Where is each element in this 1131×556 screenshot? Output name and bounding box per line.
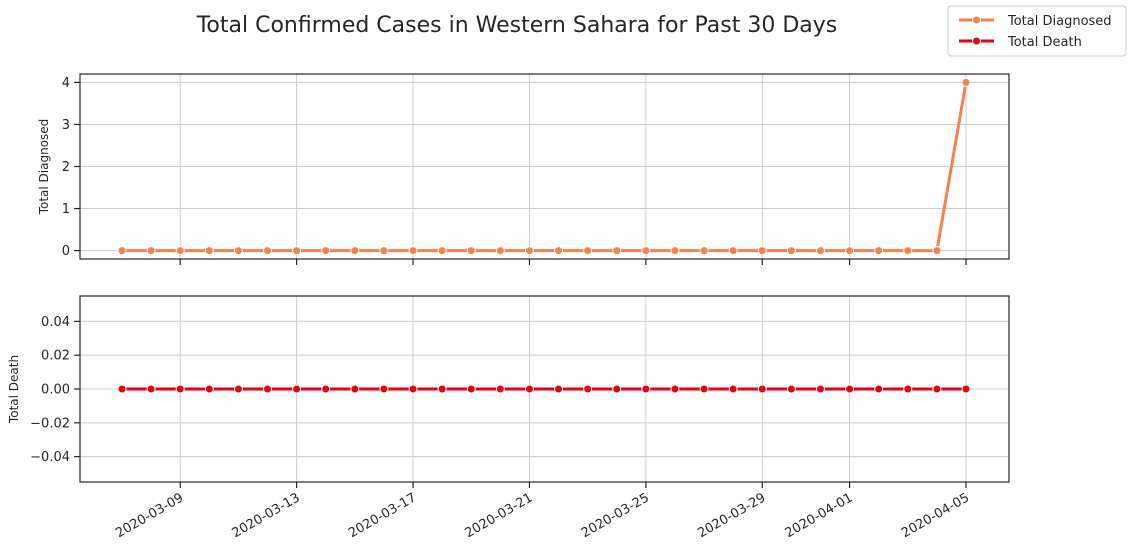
data-point [379, 384, 389, 394]
data-point [524, 246, 534, 256]
data-point [466, 384, 476, 394]
data-point [874, 384, 884, 394]
data-point [146, 246, 156, 256]
data-point [408, 384, 418, 394]
legend-marker-diagnosed [972, 15, 981, 25]
x-tick-label: 2020-04-01 [783, 490, 856, 541]
data-point [670, 246, 680, 256]
data-point [757, 246, 767, 256]
data-point [263, 246, 273, 256]
data-point [670, 384, 680, 394]
data-point [408, 246, 418, 256]
data-point [786, 246, 796, 256]
data-point [874, 246, 884, 256]
series-line [120, 80, 968, 253]
data-point [554, 246, 564, 256]
data-point [961, 384, 971, 394]
data-point [815, 384, 825, 394]
data-point [146, 384, 156, 394]
data-point [175, 384, 185, 394]
y-tick-label: 4 [62, 76, 70, 91]
data-point [641, 384, 651, 394]
y-tick-label: 0.04 [41, 315, 70, 330]
y-tick-label: 0 [62, 244, 70, 259]
data-point [204, 246, 214, 256]
data-point [961, 77, 971, 87]
y-tick-label: 0.02 [41, 349, 70, 364]
data-point [903, 246, 913, 256]
chart-title: Total Confirmed Cases in Western Sahara … [196, 13, 838, 38]
data-point [350, 246, 360, 256]
x-tick-label: 2020-03-13 [230, 490, 303, 541]
data-point [292, 384, 302, 394]
data-point [437, 246, 447, 256]
data-point [175, 246, 185, 256]
data-point [903, 384, 913, 394]
y-tick-label: 3 [62, 118, 70, 133]
panel-total-diagnosed: 0 1 2 3 4 Total Diagnosed [37, 73, 1010, 265]
data-point [466, 246, 476, 256]
y-tick-label: −0.02 [30, 416, 70, 431]
data-point [554, 384, 564, 394]
data-point [233, 384, 243, 394]
data-point [728, 384, 738, 394]
data-point [204, 384, 214, 394]
data-point [350, 384, 360, 394]
data-point [641, 246, 651, 256]
y-axis-label: Total Diagnosed [37, 119, 51, 216]
x-tick-label: 2020-03-21 [463, 490, 536, 541]
data-point [583, 246, 593, 256]
y-tick-label: 1 [62, 202, 70, 217]
y-tick-label: 2 [62, 160, 70, 175]
legend-label-death: Total Death [1007, 35, 1082, 50]
data-point [699, 246, 709, 256]
data-point [233, 246, 243, 256]
data-point [117, 246, 127, 256]
data-point [699, 384, 709, 394]
x-tick-label: 2020-03-17 [346, 490, 419, 541]
data-point [612, 246, 622, 256]
data-point [786, 384, 796, 394]
data-point [321, 384, 331, 394]
axes-frame [79, 73, 1010, 260]
data-point [495, 384, 505, 394]
axes-frame [79, 295, 1010, 483]
data-point [263, 384, 273, 394]
y-tick-label: −0.04 [30, 450, 70, 465]
x-tick-label: 2020-03-25 [579, 490, 652, 541]
data-point [932, 384, 942, 394]
y-tick-label: 0.00 [41, 383, 70, 398]
data-point [117, 384, 127, 394]
data-point [495, 246, 505, 256]
x-tick-label: 2020-03-29 [695, 490, 768, 541]
data-point [379, 246, 389, 256]
legend-marker-death [972, 36, 981, 46]
x-tick-label: 2020-04-05 [899, 490, 972, 541]
legend: Total Diagnosed Total Death [947, 5, 1127, 57]
data-point [845, 384, 855, 394]
data-point [437, 384, 447, 394]
legend-label-diagnosed: Total Diagnosed [1007, 14, 1112, 29]
data-point [845, 246, 855, 256]
data-point [583, 384, 593, 394]
data-point [612, 384, 622, 394]
data-point [728, 246, 738, 256]
data-point [757, 384, 767, 394]
data-point [321, 246, 331, 256]
panel-total-death: 2020-03-09 2020-03-13 2020-03-17 2020-03-21… [7, 295, 1010, 541]
data-point [292, 246, 302, 256]
x-tick-label: 2020-03-09 [113, 490, 186, 541]
data-point [815, 246, 825, 256]
y-axis-label: Total Death [7, 355, 21, 424]
data-point [524, 384, 534, 394]
data-point [932, 246, 942, 256]
